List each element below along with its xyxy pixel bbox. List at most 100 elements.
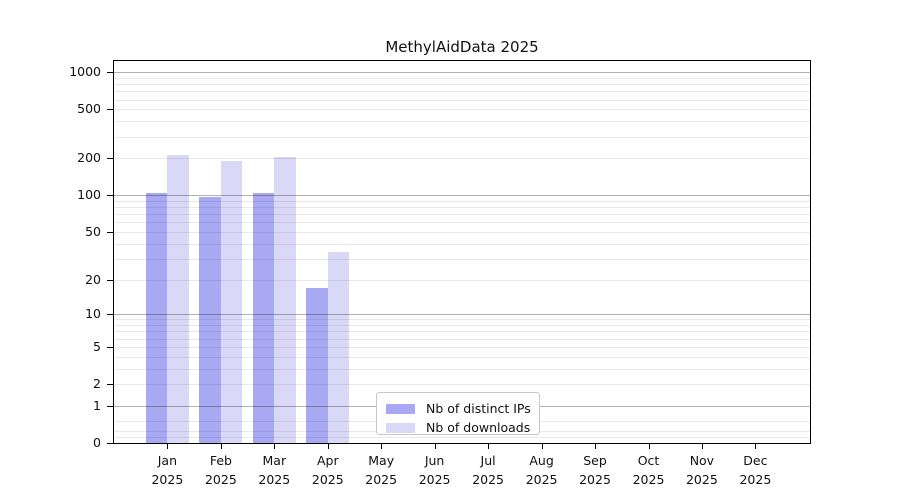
x-tick-label-line: Dec (743, 453, 768, 468)
gridline-minor-30 (114, 258, 810, 260)
gridline-minor-900 (114, 77, 810, 79)
x-tick-label-line: 2025 (204, 472, 237, 487)
x-tick-label-line: Jul (480, 453, 496, 468)
x-tick-sep-2025 (595, 444, 596, 449)
y-tick-label-1: 1 (93, 397, 101, 413)
gridline-minor-40 (114, 243, 810, 245)
y-tick-0 (107, 443, 113, 444)
x-tick-aug-2025 (541, 444, 543, 449)
y-tick-500 (107, 109, 113, 111)
x-tick-label-line: 2025 (151, 472, 184, 487)
gridline-minor-700 (114, 91, 810, 93)
gridline-minor-60 (114, 222, 810, 224)
gridline-minor-300 (114, 136, 810, 138)
x-tick-label-line: 2025 (632, 472, 665, 487)
legend-label-distinct-ips: Nb of distinct IPs (426, 401, 531, 416)
x-tick-label-dec-2025: Dec 2025 (723, 451, 787, 489)
x-tick-label-line: 2025 (365, 472, 398, 487)
y-tick-label-2: 2 (93, 376, 101, 391)
gridline-minor-50 (114, 231, 810, 233)
gridline-minor-9 (114, 319, 810, 321)
gridline-minor-20 (114, 279, 810, 281)
y-tick-label-100: 100 (77, 187, 101, 203)
x-tick-label-line: Jan (157, 453, 178, 468)
y-tick-label-5: 5 (93, 338, 101, 354)
x-tick-label-line: Jun (424, 453, 445, 468)
x-tick-jan-2025 (167, 444, 169, 449)
x-tick-label-line: Feb (209, 453, 232, 468)
bar-nb-of-distinct-ips-feb-2025 (199, 197, 221, 443)
gridline-minor-800 (114, 84, 810, 86)
x-tick-label-jul-2025: Jul 2025 (456, 451, 520, 489)
gridline-minor-70 (114, 214, 810, 216)
legend-label-downloads: Nb of downloads (426, 420, 531, 435)
y-tick-10 (107, 314, 113, 316)
x-tick-label-may-2025: May 2025 (349, 451, 413, 489)
gridline-minor-500 (114, 109, 810, 111)
x-tick-label-apr-2025: Apr 2025 (296, 451, 360, 489)
x-tick-dec-2025 (755, 444, 757, 449)
bar-nb-of-downloads-feb-2025 (220, 161, 243, 443)
x-tick-apr-2025 (327, 444, 329, 449)
bar-nb-of-downloads-mar-2025 (274, 156, 296, 443)
y-tick-label-200: 200 (77, 150, 101, 166)
legend: Nb of distinct IPs Nb of downloads (376, 392, 540, 435)
y-tick-50 (107, 231, 113, 233)
x-tick-label-line: Sep (583, 453, 607, 468)
y-tick-5 (107, 346, 113, 348)
bar-nb-of-distinct-ips-apr-2025 (306, 287, 328, 443)
x-tick-may-2025 (381, 444, 383, 449)
x-tick-label-line: 2025 (418, 472, 451, 487)
y-tick-label-0: 0 (93, 435, 101, 450)
x-tick-label-jan-2025: Jan 2025 (135, 451, 199, 489)
x-tick-label-line: Mar (262, 453, 287, 468)
bar-nb-of-distinct-ips-mar-2025 (252, 192, 275, 443)
x-tick-label-line: Aug (529, 453, 554, 468)
x-tick-label-line: 2025 (579, 472, 611, 487)
x-tick-label-line: Apr (316, 453, 339, 468)
y-tick-200 (107, 158, 113, 160)
gridline-minor-3 (114, 368, 810, 370)
bar-nb-of-downloads-apr-2025 (327, 252, 350, 443)
legend-swatch-distinct-ips (386, 403, 415, 414)
x-tick-label-line: 2025 (739, 472, 772, 487)
gridline-minor-600 (114, 99, 810, 101)
x-tick-label-sep-2025: Sep 2025 (563, 451, 627, 489)
x-tick-oct-2025 (648, 444, 650, 449)
gridline-minor-4 (114, 356, 810, 358)
x-tick-label-jun-2025: Jun 2025 (403, 451, 467, 489)
x-tick-label-line: Nov (689, 453, 715, 468)
x-tick-label-nov-2025: Nov 2025 (670, 451, 734, 489)
y-tick-label-500: 500 (77, 101, 101, 117)
x-tick-label-line: 2025 (685, 472, 718, 487)
y-tick-label-20: 20 (85, 271, 101, 287)
x-tick-label-line: 2025 (525, 472, 558, 487)
gridline-major-100 (114, 195, 810, 197)
y-tick-label-50: 50 (85, 223, 101, 239)
x-tick-label-line: 2025 (472, 472, 504, 487)
chart-title: MethylAidData 2025 (385, 38, 539, 56)
legend-item-distinct-ips: Nb of distinct IPs (386, 399, 539, 418)
x-tick-jul-2025 (488, 444, 490, 449)
plot-area: Nb of distinct IPs Nb of downloads (113, 60, 811, 444)
gridline-major-1000 (114, 72, 810, 74)
x-tick-feb-2025 (220, 444, 222, 449)
bar-nb-of-distinct-ips-jan-2025 (145, 192, 168, 443)
legend-swatch-downloads (386, 422, 415, 433)
x-tick-label-line: 2025 (258, 472, 291, 487)
y-tick-20 (107, 279, 113, 281)
y-tick-1 (107, 405, 113, 407)
gridline-minor-400 (114, 121, 810, 123)
y-tick-label-1000: 1000 (69, 64, 101, 80)
gridline-minor-200 (114, 158, 810, 160)
x-tick-label-line: Oct (637, 453, 660, 468)
gridline-minor-8 (114, 325, 810, 327)
gridline-minor-2 (114, 384, 810, 385)
y-tick-100 (107, 195, 113, 197)
gridline-minor-0.125 (114, 436, 810, 438)
x-tick-label-oct-2025: Oct 2025 (617, 451, 681, 489)
y-tick-2 (107, 384, 113, 385)
x-tick-label-aug-2025: Aug 2025 (510, 451, 574, 489)
gridline-minor-80 (114, 207, 810, 209)
